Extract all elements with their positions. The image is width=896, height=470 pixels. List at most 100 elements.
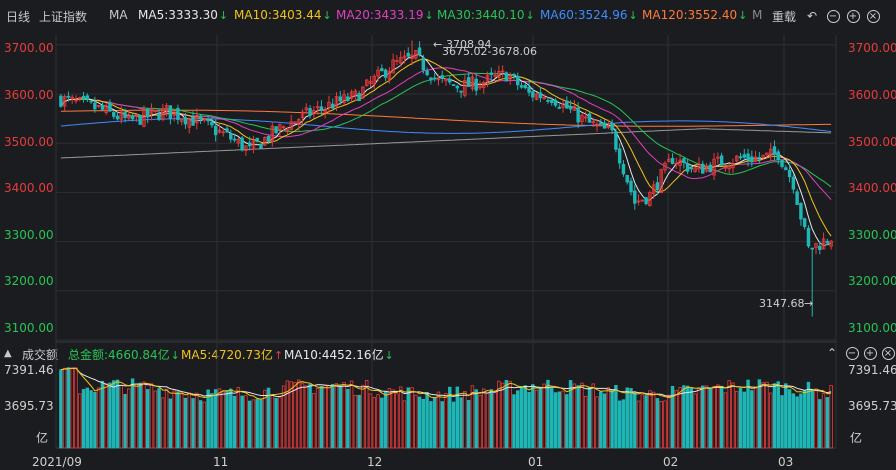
candle-body	[308, 108, 312, 116]
down-arrow-icon: ↓	[628, 9, 638, 22]
volume-bar	[357, 394, 361, 449]
candle-body	[183, 117, 188, 125]
candle-body	[89, 100, 93, 103]
volume-bar	[115, 379, 120, 449]
index-name[interactable]: 上证指数	[39, 10, 88, 24]
down-arrow-icon: ↓	[322, 9, 332, 22]
time-tick: 2021/09	[32, 455, 82, 469]
high-annotation: 3708.94	[446, 38, 492, 51]
ma10-value: MA10:3403.44↓	[234, 8, 332, 22]
price-tick: 3500.00	[848, 135, 896, 149]
volume-label[interactable]: 成交额	[22, 348, 59, 362]
volume-bar	[493, 390, 497, 449]
candle-body	[297, 119, 301, 125]
period-label[interactable]: 日线	[6, 10, 31, 24]
minus-icon[interactable]: −	[844, 345, 860, 361]
candle-body	[459, 90, 463, 93]
volume-bar	[142, 381, 146, 449]
candle-body	[202, 118, 207, 121]
candle-body	[198, 115, 203, 120]
candle-body	[693, 167, 697, 172]
volume-bar	[750, 390, 754, 449]
plus-icon[interactable]: +	[845, 8, 861, 24]
volume-bar	[353, 394, 358, 449]
ma-label[interactable]: MA	[109, 8, 128, 22]
candle-body	[123, 111, 127, 118]
range-annotation: 3675.02-3678.06	[442, 45, 537, 58]
candle-body	[270, 125, 275, 142]
candle-body	[701, 163, 705, 174]
volume-bar	[742, 391, 746, 449]
volume-bar	[489, 389, 494, 449]
candle-body	[93, 102, 97, 110]
candle-body	[810, 247, 814, 250]
chevron-up-icon[interactable]: ⌃	[826, 346, 838, 360]
candle-body	[602, 122, 607, 129]
volume-bar	[806, 381, 811, 449]
candle-body	[648, 192, 652, 207]
candle-body	[818, 245, 822, 250]
volume-bar	[572, 383, 577, 449]
volume-bar	[655, 398, 660, 449]
volume-bar	[266, 387, 271, 449]
candle-body	[225, 128, 229, 133]
close-icon[interactable]: ×	[880, 345, 896, 361]
plus-icon[interactable]: +	[862, 345, 878, 361]
candle-body	[138, 115, 142, 125]
volume-bar	[591, 383, 595, 449]
volume-bar	[391, 389, 395, 449]
volume-bar	[134, 383, 139, 449]
volume-bar	[561, 390, 565, 449]
candle-body	[825, 240, 830, 244]
volume-bar	[659, 400, 663, 449]
volume-bar	[504, 379, 509, 449]
candle-body	[327, 101, 331, 108]
candle-body	[799, 203, 803, 220]
ma120-value: MA120:3552.40↓	[642, 8, 747, 22]
candle-body	[527, 86, 531, 93]
candle-body	[784, 167, 788, 171]
candle-body	[104, 105, 108, 113]
candle-body	[474, 78, 478, 91]
candle-body	[195, 115, 199, 124]
candle-body	[372, 75, 376, 85]
volume-bar	[229, 388, 233, 449]
collapse-icon[interactable]: ▲	[4, 348, 12, 359]
candle-body	[108, 102, 112, 112]
close-icon[interactable]: ×	[865, 8, 881, 24]
candle-body	[331, 103, 335, 109]
candle-body	[663, 162, 667, 171]
volume-bar	[791, 393, 796, 449]
up-arrow-icon: ↑	[273, 349, 284, 362]
candle-body	[644, 197, 648, 205]
candle-body	[293, 121, 297, 124]
volume-bar	[553, 392, 558, 449]
volume-ma-lines	[60, 367, 832, 400]
candle-body	[678, 159, 682, 166]
candle-body	[580, 114, 584, 123]
volume-bar	[568, 380, 573, 449]
ma60-text: MA60:3524.96	[540, 8, 628, 22]
candle-body	[59, 95, 63, 107]
volume-bar	[263, 389, 267, 449]
volume-bar	[96, 387, 101, 449]
candle-body	[134, 114, 139, 117]
volume-bar	[410, 387, 414, 449]
undo-icon[interactable]: ↶	[806, 9, 818, 23]
volume-bar	[225, 390, 229, 449]
volume-bar	[542, 383, 546, 449]
volume-bar	[674, 390, 679, 449]
volume-bar	[738, 387, 743, 449]
minus-icon[interactable]: −	[825, 8, 841, 24]
candle-body	[617, 148, 622, 164]
candle-body	[466, 77, 471, 87]
candle-body	[112, 112, 116, 117]
candle-body	[153, 109, 157, 112]
reset-button[interactable]: 重载	[772, 10, 797, 24]
volume-tick: 7391.46	[4, 363, 54, 377]
candle-body	[523, 84, 528, 89]
volume-bar	[323, 385, 327, 449]
time-tick: 11	[213, 455, 228, 469]
volume-bar	[610, 389, 614, 449]
